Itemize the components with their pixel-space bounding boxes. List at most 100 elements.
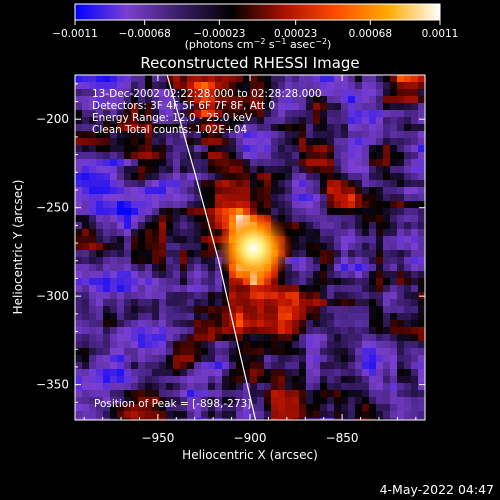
- heatmap-cell: [208, 89, 216, 97]
- heatmap-cell: [320, 75, 328, 83]
- heatmap-cell: [215, 131, 223, 139]
- heatmap-cell: [292, 138, 300, 146]
- heatmap-cell: [320, 264, 328, 272]
- heatmap-cell: [264, 348, 272, 356]
- heatmap-cell: [82, 103, 90, 111]
- heatmap-cell: [383, 271, 391, 279]
- heatmap-cell: [75, 418, 83, 420]
- heatmap-cell: [173, 131, 181, 139]
- heatmap-cell: [222, 292, 230, 300]
- heatmap-cell: [257, 334, 265, 342]
- heatmap-cell: [313, 222, 321, 230]
- heatmap-cell: [75, 404, 83, 412]
- heatmap-cell: [75, 96, 83, 104]
- heatmap-cell: [334, 103, 342, 111]
- heatmap-cell: [390, 264, 398, 272]
- heatmap-cell: [397, 96, 405, 104]
- heatmap-cell: [138, 173, 146, 181]
- heatmap-cell: [194, 404, 202, 412]
- heatmap-cell: [145, 376, 153, 384]
- heatmap-cell: [82, 124, 90, 132]
- heatmap-cell: [96, 327, 104, 335]
- heatmap-cell: [131, 411, 139, 419]
- heatmap-cell: [124, 110, 132, 118]
- heatmap-cell: [110, 397, 118, 405]
- heatmap-cell: [236, 208, 244, 216]
- heatmap-cell: [278, 103, 286, 111]
- heatmap-cell: [236, 131, 244, 139]
- heatmap-cell: [215, 89, 223, 97]
- heatmap-cell: [145, 369, 153, 377]
- heatmap-cell: [96, 397, 104, 405]
- heatmap-cell: [215, 397, 223, 405]
- heatmap-cell: [103, 418, 111, 420]
- heatmap-cell: [341, 229, 349, 237]
- heatmap-cell: [341, 418, 349, 420]
- heatmap-cell: [362, 124, 370, 132]
- heatmap-cell: [404, 411, 412, 419]
- heatmap-cell: [292, 257, 300, 265]
- heatmap-cell: [131, 369, 139, 377]
- heatmap-cell: [173, 236, 181, 244]
- heatmap-cell: [138, 194, 146, 202]
- heatmap-cell: [327, 411, 335, 419]
- heatmap-cell: [383, 264, 391, 272]
- heatmap-cell: [376, 264, 384, 272]
- heatmap-cell: [355, 369, 363, 377]
- heatmap-cell: [96, 418, 104, 420]
- heatmap-cell: [411, 320, 419, 328]
- heatmap-cell: [306, 124, 314, 132]
- heatmap-cell: [278, 159, 286, 167]
- heatmap-cell: [103, 341, 111, 349]
- heatmap-cell: [159, 285, 167, 293]
- heatmap-cell: [278, 82, 286, 90]
- heatmap-cell: [124, 369, 132, 377]
- heatmap-cell: [320, 355, 328, 363]
- heatmap-cell: [138, 404, 146, 412]
- heatmap-cell: [110, 117, 118, 125]
- heatmap-cell: [418, 152, 425, 160]
- heatmap-cell: [411, 117, 419, 125]
- heatmap-cell: [390, 243, 398, 251]
- heatmap-cell: [341, 411, 349, 419]
- heatmap-cell: [96, 390, 104, 398]
- heatmap-cell: [117, 180, 125, 188]
- heatmap-cell: [376, 285, 384, 293]
- heatmap-cell: [180, 257, 188, 265]
- heatmap-cell: [152, 411, 160, 419]
- heatmap-cell: [229, 404, 237, 412]
- heatmap-cell: [271, 320, 279, 328]
- heatmap-cell: [271, 82, 279, 90]
- heatmap-cell: [397, 306, 405, 314]
- heatmap-cell: [334, 75, 342, 83]
- heatmap-cell: [180, 138, 188, 146]
- heatmap-cell: [75, 285, 83, 293]
- heatmap-cell: [418, 285, 425, 293]
- heatmap-cell: [341, 236, 349, 244]
- heatmap-cell: [397, 75, 405, 83]
- heatmap-cell: [138, 82, 146, 90]
- heatmap-cell: [327, 96, 335, 104]
- heatmap-cell: [187, 215, 195, 223]
- heatmap-cell: [201, 257, 209, 265]
- heatmap-cell: [327, 208, 335, 216]
- heatmap-cell: [369, 334, 377, 342]
- heatmap-cell: [264, 201, 272, 209]
- heatmap-cell: [404, 250, 412, 258]
- heatmap-cell: [376, 187, 384, 195]
- heatmap-cell: [208, 285, 216, 293]
- heatmap-cell: [355, 299, 363, 307]
- heatmap-cell: [397, 404, 405, 412]
- heatmap-cell: [418, 96, 425, 104]
- heatmap-cell: [250, 383, 258, 391]
- heatmap-cell: [110, 348, 118, 356]
- heatmap-cell: [124, 257, 132, 265]
- heatmap-cell: [89, 306, 97, 314]
- heatmap-cell: [390, 145, 398, 153]
- heatmap-cell: [180, 103, 188, 111]
- heatmap-cell: [327, 131, 335, 139]
- heatmap-cell: [201, 124, 209, 132]
- heatmap-cell: [257, 145, 265, 153]
- heatmap-cell: [376, 75, 384, 83]
- heatmap-cell: [278, 376, 286, 384]
